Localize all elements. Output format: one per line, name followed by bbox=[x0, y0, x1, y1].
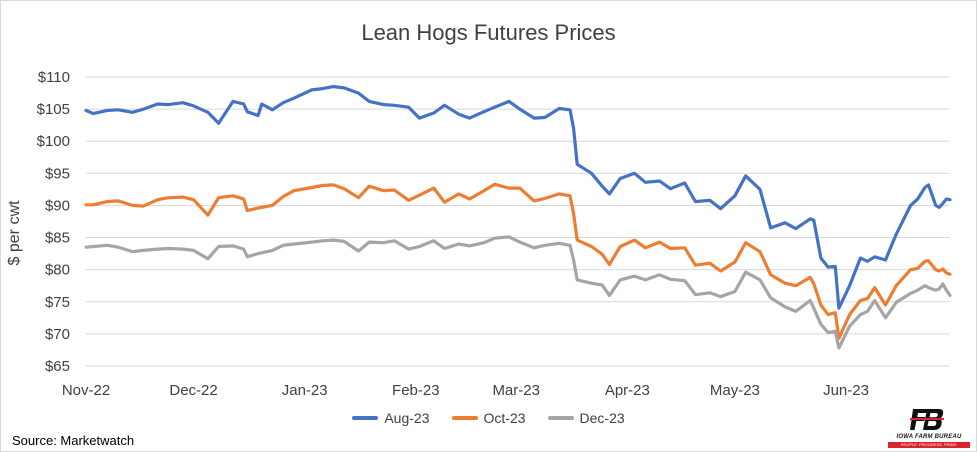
legend-item-dec-23: Dec-23 bbox=[547, 410, 625, 426]
x-tick-label: Dec-22 bbox=[169, 382, 217, 399]
x-tick-label: Nov-22 bbox=[62, 382, 110, 399]
legend-label: Dec-23 bbox=[579, 410, 625, 426]
legend-item-aug-23: Aug-23 bbox=[352, 410, 430, 426]
legend-label: Aug-23 bbox=[384, 410, 430, 426]
legend-label: Oct-23 bbox=[483, 410, 526, 426]
legend-swatch bbox=[547, 416, 574, 420]
legend-item-oct-23: Oct-23 bbox=[451, 410, 526, 426]
y-tick-label: $100 bbox=[37, 133, 70, 150]
x-tick-label: Jun-23 bbox=[823, 382, 869, 399]
x-tick-label: Mar-23 bbox=[492, 382, 540, 399]
logo-name: IOWA FARM BUREAU bbox=[896, 434, 962, 440]
y-tick-label: $110 bbox=[38, 69, 70, 86]
legend-swatch bbox=[352, 416, 379, 420]
y-tick-label: $90 bbox=[45, 197, 70, 214]
x-tick-label: Apr-23 bbox=[605, 382, 650, 399]
series-line-dec-23 bbox=[84, 235, 952, 350]
farm-bureau-mark-icon bbox=[910, 407, 944, 432]
y-tick-label: $85 bbox=[45, 230, 70, 247]
x-tick-label: Jan-23 bbox=[282, 382, 328, 399]
series-line-oct-23 bbox=[84, 182, 952, 340]
x-tick-label: May-23 bbox=[710, 382, 760, 399]
y-tick-labels: $65 $70 $75 $80 $85 $90 $95 $100 $105 $110 bbox=[37, 69, 70, 375]
series-lines bbox=[84, 85, 952, 350]
x-tick-label: Feb-23 bbox=[392, 382, 440, 399]
y-tick-label: $105 bbox=[37, 101, 70, 118]
y-tick-label: $70 bbox=[45, 326, 70, 343]
legend-swatch bbox=[451, 416, 478, 420]
chart-title: Lean Hogs Futures Prices bbox=[361, 20, 616, 45]
iowa-farm-bureau-logo: IOWA FARM BUREAU PEOPLE. PROGRESS. PRIDE… bbox=[884, 407, 974, 449]
logo-tagline: PEOPLE. PROGRESS. PRIDE. bbox=[888, 442, 970, 448]
y-tick-label: $65 bbox=[45, 358, 70, 375]
y-tick-label: $80 bbox=[45, 262, 70, 279]
source-note: Source: Marketwatch bbox=[12, 433, 135, 448]
x-tick-labels: Nov-22 Dec-22 Jan-23 Feb-23 Mar-23 Apr-23 May-… bbox=[62, 382, 869, 399]
y-tick-label: $95 bbox=[45, 165, 70, 182]
legend: Aug-23 Oct-23 Dec-23 bbox=[0, 410, 977, 426]
y-tick-label: $75 bbox=[45, 294, 70, 311]
series-line-aug-23 bbox=[84, 85, 952, 310]
